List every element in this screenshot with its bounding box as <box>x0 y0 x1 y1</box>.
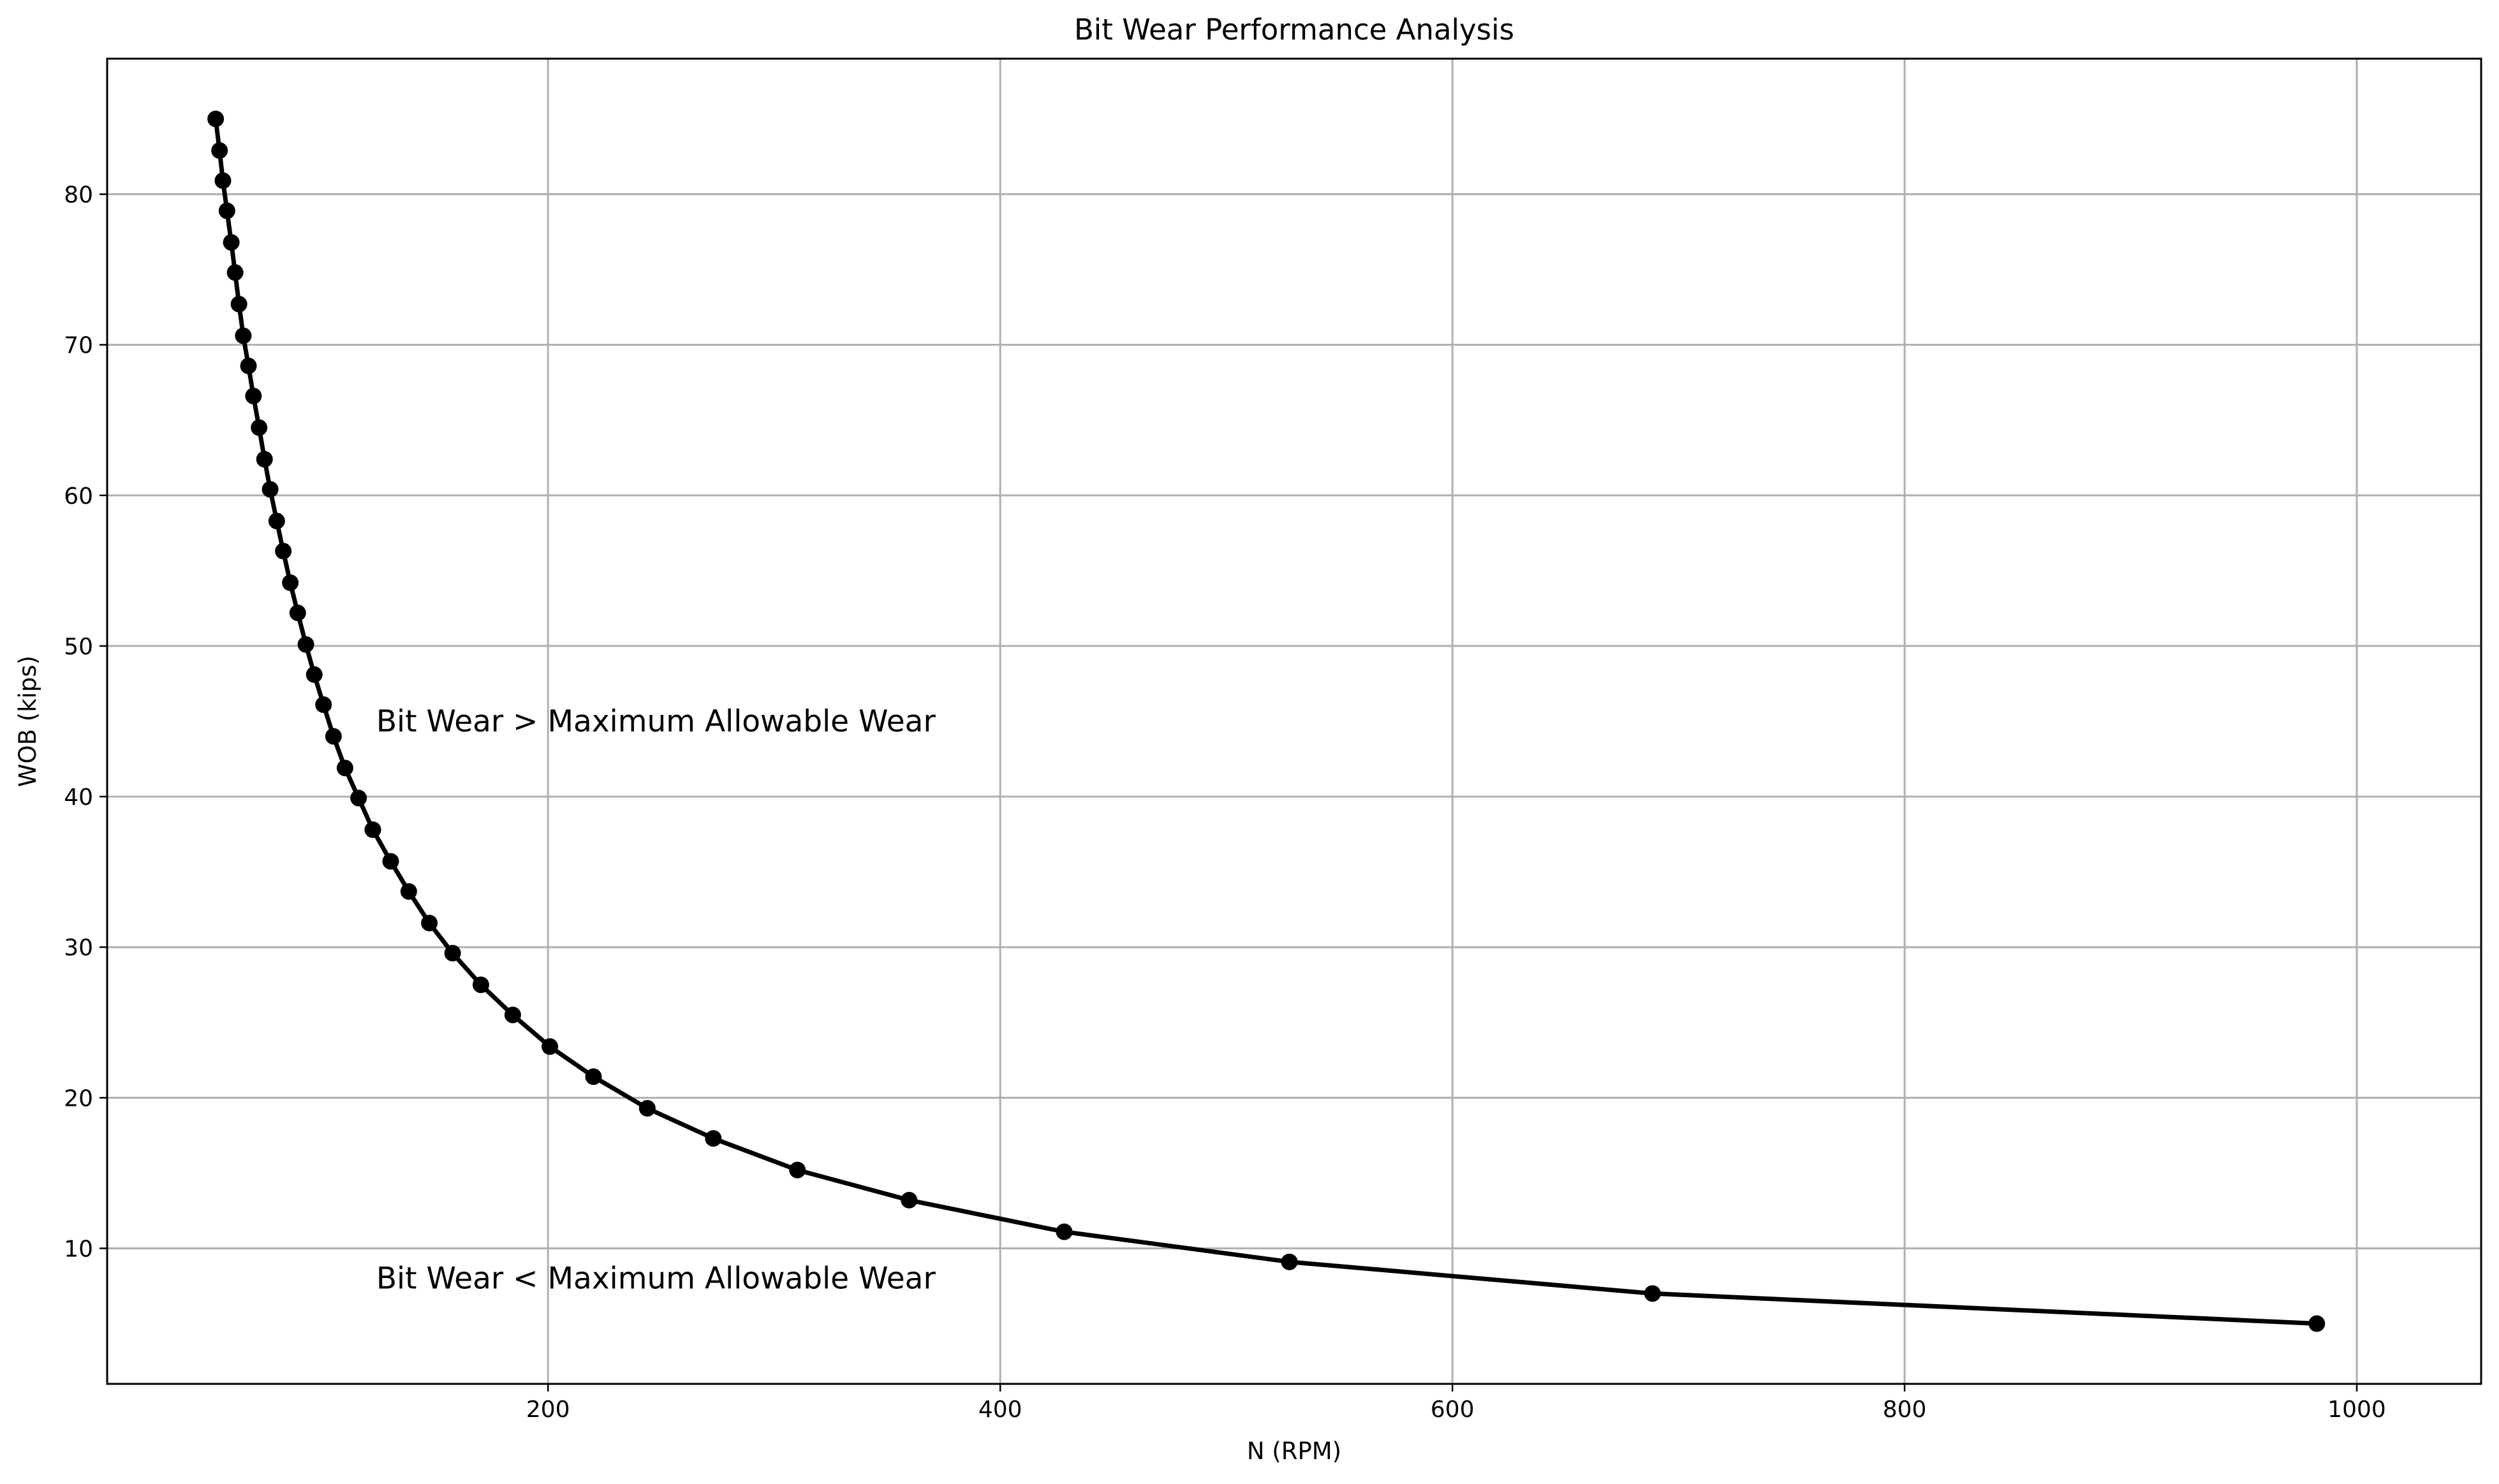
data-point <box>214 172 232 189</box>
data-point <box>211 142 228 159</box>
y-axis-label: WOB (kips) <box>14 656 41 787</box>
region-annotation: Bit Wear < Maximum Allowable Wear <box>376 1261 936 1297</box>
region-annotation: Bit Wear > Maximum Allowable Wear <box>376 704 936 739</box>
x-tick-label: 400 <box>978 1397 1022 1423</box>
y-tick-label: 50 <box>64 634 93 660</box>
data-point <box>218 202 235 219</box>
data-point <box>350 790 367 807</box>
y-tick-label: 70 <box>64 333 93 359</box>
data-point <box>315 696 332 714</box>
data-point <box>504 1006 521 1024</box>
data-point <box>400 883 417 900</box>
data-point <box>542 1038 559 1055</box>
data-point <box>789 1161 806 1179</box>
y-tick-label: 30 <box>64 935 93 961</box>
data-point <box>901 1191 918 1209</box>
y-tick-label: 10 <box>64 1236 93 1262</box>
y-tick-label: 80 <box>64 182 93 209</box>
data-point <box>364 821 381 839</box>
data-point <box>207 110 225 128</box>
data-point <box>275 543 292 560</box>
data-point <box>226 264 244 281</box>
data-point <box>421 915 438 932</box>
data-point <box>444 944 461 962</box>
x-tick-label: 1000 <box>2327 1397 2386 1423</box>
annotation-layer: Bit Wear > Maximum Allowable Wear Bit Wea… <box>376 704 936 1297</box>
x-tick-label: 200 <box>526 1397 570 1423</box>
y-tick-label: 20 <box>64 1085 93 1112</box>
data-point <box>705 1130 722 1147</box>
y-tick-label: 60 <box>64 483 93 510</box>
data-point <box>325 728 342 745</box>
data-point <box>585 1068 602 1085</box>
data-point <box>268 512 285 529</box>
x-tick-label: 600 <box>1431 1397 1475 1423</box>
grid-layer <box>107 59 2481 1384</box>
data-point <box>472 976 489 994</box>
data-point <box>1644 1285 1661 1302</box>
data-point <box>1281 1253 1298 1270</box>
data-point <box>240 357 257 374</box>
data-point <box>223 234 240 251</box>
data-point <box>235 327 252 344</box>
data-point <box>382 853 399 870</box>
data-point <box>256 451 273 468</box>
data-point <box>336 760 353 777</box>
data-point <box>306 666 323 683</box>
series-layer <box>207 110 2326 1332</box>
data-point <box>251 419 268 436</box>
data-point <box>262 481 279 498</box>
data-point <box>1056 1223 1073 1240</box>
data-point <box>289 604 306 621</box>
data-point <box>2308 1315 2326 1332</box>
series-line <box>213 117 2319 1326</box>
data-point <box>230 295 247 312</box>
data-point <box>282 574 299 591</box>
data-point <box>638 1099 656 1117</box>
ticks-layer: 200 400 600 800 1000 10 20 30 40 50 60 70 80 <box>64 182 2386 1423</box>
data-point <box>297 636 314 653</box>
data-point <box>245 387 262 404</box>
chart-title: Bit Wear Performance Analysis <box>1074 13 1514 47</box>
plot-frame <box>106 57 2482 1385</box>
x-tick-label: 800 <box>1883 1397 1927 1423</box>
x-axis-label: N (RPM) <box>1247 1437 1341 1465</box>
y-tick-label: 40 <box>64 784 93 811</box>
